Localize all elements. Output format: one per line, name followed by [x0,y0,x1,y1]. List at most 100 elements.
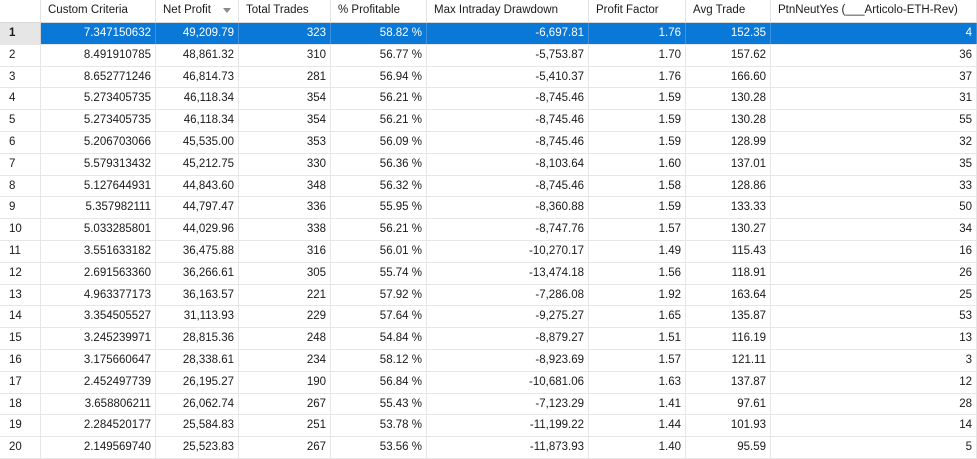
row-index-cell[interactable]: 3 [0,66,41,88]
table-row[interactable]: 6 5.206703066 45,535.00 353 56.09 % -8,745.46… [0,131,977,154]
custom-criteria-cell[interactable]: 3.175660647 [41,349,156,371]
row-index-cell[interactable]: 15 [0,328,41,349]
net-profit-cell[interactable]: 36,475.88 [156,240,239,262]
total-trades-cell[interactable]: 348 [239,175,331,197]
net-profit-cell[interactable]: 46,118.34 [156,88,239,110]
profit-factor-cell[interactable]: 1.76 [589,23,686,44]
custom-criteria-cell[interactable]: 3.354505527 [41,306,156,328]
net-profit-cell[interactable]: 25,523.83 [156,437,239,458]
custom-criteria-cell[interactable]: 2.452497739 [41,371,156,393]
profit-factor-cell[interactable]: 1.92 [589,284,686,306]
custom-criteria-cell[interactable]: 5.273405735 [41,88,156,110]
avg-trade-cell[interactable]: 97.61 [686,393,771,415]
pct-profitable-cell[interactable]: 58.12 % [331,349,427,371]
net-profit-cell[interactable]: 36,266.61 [156,262,239,284]
ptn-neut-yes-cell[interactable]: 35 [771,153,977,175]
total-trades-cell[interactable]: 234 [239,349,331,371]
pct-profitable-cell[interactable]: 56.09 % [331,131,427,153]
net-profit-cell[interactable]: 36,163.57 [156,284,239,306]
profit-factor-cell[interactable]: 1.76 [589,66,686,88]
ptn-neut-yes-cell[interactable]: 12 [771,371,977,393]
avg-trade-cell[interactable]: 163.64 [686,284,771,306]
profit-factor-cell[interactable]: 1.65 [589,306,686,328]
max-intraday-drawdown-cell[interactable]: -11,199.22 [427,415,589,437]
pct-profitable-cell[interactable]: 55.43 % [331,393,427,415]
profit-factor-cell[interactable]: 1.58 [589,175,686,197]
row-index-cell[interactable]: 12 [0,262,41,284]
custom-criteria-cell[interactable]: 3.245239971 [41,328,156,349]
total-trades-cell[interactable]: 281 [239,66,331,88]
ptn-neut-yes-cell[interactable]: 31 [771,88,977,110]
table-row[interactable]: 18 3.658806211 26,062.74 267 55.43 % -7,123.2… [0,393,977,416]
ptn-neut-yes-cell[interactable]: 37 [771,66,977,88]
avg-trade-cell[interactable]: 130.28 [686,110,771,131]
max-intraday-drawdown-cell[interactable]: -8,747.76 [427,219,589,240]
profit-factor-cell[interactable]: 1.59 [589,197,686,219]
profit-factor-cell[interactable]: 1.70 [589,44,686,66]
table-row[interactable]: 10 5.033285801 44,029.96 338 56.21 % -8,747.7… [0,219,977,241]
net-profit-cell[interactable]: 46,814.73 [156,66,239,88]
net-profit-cell[interactable]: 46,118.34 [156,110,239,131]
table-row[interactable]: 4 5.273405735 46,118.34 354 56.21 % -8,745.46… [0,88,977,111]
row-index-cell[interactable]: 5 [0,110,41,131]
total-trades-cell[interactable]: 267 [239,437,331,458]
ptn-neut-yes-cell[interactable]: 34 [771,219,977,240]
table-row[interactable]: 12 2.691563360 36,266.61 305 55.74 % -13,474.… [0,262,977,285]
avg-trade-cell[interactable]: 130.28 [686,88,771,110]
table-row[interactable]: 3 8.652771246 46,814.73 281 56.94 % -5,410.37… [0,66,977,89]
max-intraday-drawdown-cell[interactable]: -11,873.93 [427,437,589,458]
row-index-cell[interactable]: 6 [0,131,41,153]
row-index-cell[interactable]: 9 [0,197,41,219]
pct-profitable-cell[interactable]: 57.92 % [331,284,427,306]
avg-trade-cell[interactable]: 152.35 [686,23,771,44]
net-profit-cell[interactable]: 31,113.93 [156,306,239,328]
custom-criteria-cell[interactable]: 5.357982111 [41,197,156,219]
total-trades-cell[interactable]: 248 [239,328,331,349]
column-header-row-index[interactable] [0,0,41,22]
row-index-cell[interactable]: 14 [0,306,41,328]
pct-profitable-cell[interactable]: 58.82 % [331,23,427,44]
custom-criteria-cell[interactable]: 5.033285801 [41,219,156,240]
custom-criteria-cell[interactable]: 4.963377173 [41,284,156,306]
row-index-cell[interactable]: 10 [0,219,41,240]
avg-trade-cell[interactable]: 118.91 [686,262,771,284]
ptn-neut-yes-cell[interactable]: 26 [771,262,977,284]
ptn-neut-yes-cell[interactable]: 4 [771,23,977,44]
custom-criteria-cell[interactable]: 8.491910785 [41,44,156,66]
avg-trade-cell[interactable]: 133.33 [686,197,771,219]
avg-trade-cell[interactable]: 95.59 [686,437,771,458]
max-intraday-drawdown-cell[interactable]: -10,270.17 [427,240,589,262]
pct-profitable-cell[interactable]: 55.95 % [331,197,427,219]
custom-criteria-cell[interactable]: 7.347150632 [41,23,156,44]
ptn-neut-yes-cell[interactable]: 53 [771,306,977,328]
table-row[interactable]: 13 4.963377173 36,163.57 221 57.92 % -7,286.0… [0,284,977,307]
table-row[interactable]: 8 5.127644931 44,843.60 348 56.32 % -8,745.46… [0,175,977,198]
row-index-cell[interactable]: 18 [0,393,41,415]
pct-profitable-cell[interactable]: 56.77 % [331,44,427,66]
custom-criteria-cell[interactable]: 3.658806211 [41,393,156,415]
ptn-neut-yes-cell[interactable]: 13 [771,328,977,349]
row-index-cell[interactable]: 7 [0,153,41,175]
avg-trade-cell[interactable]: 137.01 [686,153,771,175]
avg-trade-cell[interactable]: 128.99 [686,131,771,153]
net-profit-cell[interactable]: 44,797.47 [156,197,239,219]
ptn-neut-yes-cell[interactable]: 55 [771,110,977,131]
avg-trade-cell[interactable]: 130.27 [686,219,771,240]
avg-trade-cell[interactable]: 135.87 [686,306,771,328]
custom-criteria-cell[interactable]: 5.127644931 [41,175,156,197]
table-row[interactable]: 20 2.149569740 25,523.83 267 53.56 % -11,873.… [0,437,977,459]
pct-profitable-cell[interactable]: 56.36 % [331,153,427,175]
max-intraday-drawdown-cell[interactable]: -8,745.46 [427,131,589,153]
row-index-cell[interactable]: 4 [0,88,41,110]
net-profit-cell[interactable]: 49,209.79 [156,23,239,44]
net-profit-cell[interactable]: 48,861.32 [156,44,239,66]
max-intraday-drawdown-cell[interactable]: -8,745.46 [427,88,589,110]
total-trades-cell[interactable]: 229 [239,306,331,328]
max-intraday-drawdown-cell[interactable]: -10,681.06 [427,371,589,393]
profit-factor-cell[interactable]: 1.49 [589,240,686,262]
max-intraday-drawdown-cell[interactable]: -9,275.27 [427,306,589,328]
profit-factor-cell[interactable]: 1.59 [589,131,686,153]
custom-criteria-cell[interactable]: 2.284520177 [41,415,156,437]
pct-profitable-cell[interactable]: 56.01 % [331,240,427,262]
